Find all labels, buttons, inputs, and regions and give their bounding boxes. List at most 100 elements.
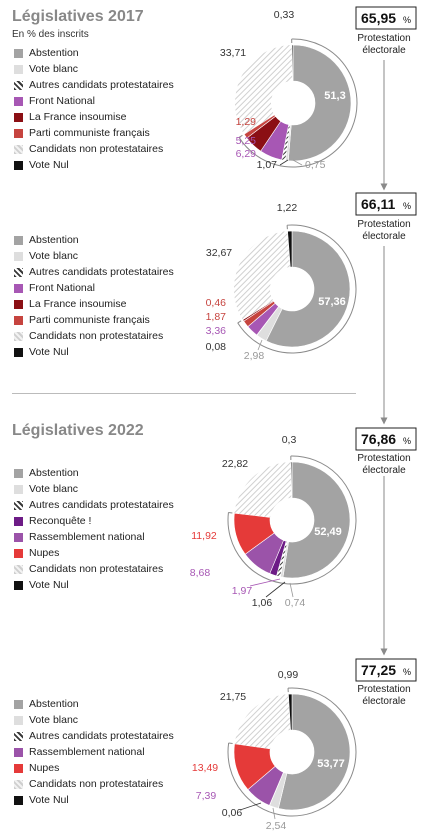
legend-label: Vote Nul (29, 346, 69, 358)
slice-value-label: 13,49 (192, 762, 218, 774)
section-subtitle-2017: En % des inscrits (12, 29, 89, 40)
total-box (355, 6, 417, 30)
slice-value-label: 22,82 (222, 458, 248, 470)
legend-label: Candidats non protestataires (29, 330, 164, 342)
legend-label: Abstention (29, 467, 79, 479)
legend-item: Nupes (14, 760, 174, 776)
legend-item: Autres candidats protestataires (14, 264, 174, 280)
legend-swatch (14, 112, 23, 122)
legend-item: Abstention (14, 696, 174, 712)
legend-swatch (14, 699, 23, 709)
legend-swatch (14, 128, 23, 138)
legend-label: Candidats non protestataires (29, 143, 164, 155)
legend-swatch (14, 235, 23, 245)
legend-swatch (14, 64, 23, 74)
legend-label: Rassemblement national (29, 531, 145, 543)
total-value: 77,25 (361, 662, 396, 678)
bracket-tick (238, 134, 243, 138)
total-caption: Protestation (357, 684, 410, 695)
total-caption: Protestation (357, 453, 410, 464)
section-title-2022: Législatives 2022 (12, 422, 144, 439)
total-box (355, 658, 417, 682)
slice-candidats-non-protestataires (234, 231, 291, 320)
legend-swatch (14, 80, 23, 90)
slice-value-label: 1,97 (232, 585, 253, 597)
legend-label: Abstention (29, 234, 79, 246)
legend-item: La France insoumise (14, 109, 174, 125)
total-value: 76,86 (361, 431, 396, 447)
slice-candidats-non-protestataires (235, 45, 293, 135)
legend-label: Nupes (29, 547, 60, 559)
legend-item: Front National (14, 280, 174, 296)
donut-hole (270, 498, 314, 542)
total-unit: % (403, 436, 411, 446)
legend-swatch (14, 548, 23, 558)
slice-value-label: 6,29 (236, 148, 257, 160)
legend-label: Abstention (29, 698, 79, 710)
slice-value-label: 2,98 (244, 350, 265, 362)
slice-value-label: 51,3 (324, 90, 345, 102)
legend-item: Reconquête ! (14, 513, 174, 529)
slice-value-label: 0,3 (282, 434, 297, 446)
legend-item: Vote Nul (14, 577, 174, 593)
total-value: 66,11 (361, 196, 395, 212)
donut-chart-1: 51,3 0,75 1,076,295,25 1,29 33,71 0,33 65,95 % P… (220, 6, 417, 171)
legend-label: Front National (29, 95, 95, 107)
legend-swatch (14, 779, 23, 789)
legend-swatch (14, 747, 23, 757)
slice-value-label: 57,36 (318, 296, 346, 308)
legend-swatch (14, 160, 23, 170)
legend-label: Vote blanc (29, 714, 79, 726)
legend-swatch (14, 299, 23, 309)
legend-swatch (14, 315, 23, 325)
legend-item: Abstention (14, 465, 174, 481)
label-leader-line (257, 339, 263, 351)
legend-item: Autres candidats protestataires (14, 77, 174, 93)
total-caption: Protestation (357, 219, 410, 230)
legend-chart-2: Abstention Vote blanc Autres candidats pro… (14, 232, 174, 360)
legend-swatch (14, 283, 23, 293)
label-leader-line (292, 159, 303, 166)
legend-item: Vote Nul (14, 344, 174, 360)
slice-value-label: 0,99 (278, 669, 299, 681)
legend-label: Vote Nul (29, 159, 69, 171)
legend-label: Candidats non protestataires (29, 778, 164, 790)
legend-label: Autres candidats protestataires (29, 266, 174, 278)
legend-swatch (14, 468, 23, 478)
legend-label: Autres candidats protestataires (29, 730, 174, 742)
slice-value-label: 0,74 (285, 597, 306, 609)
legend-label: Abstention (29, 47, 79, 59)
slice-value-label: 32,67 (206, 247, 232, 259)
legend-swatch (14, 347, 23, 357)
total-box (355, 427, 417, 451)
legend-swatch (14, 731, 23, 741)
legend-item: Abstention (14, 45, 174, 61)
bracket-tick (228, 742, 233, 745)
slice-abstention (265, 230, 351, 348)
slice-value-label: 21,75 (220, 691, 246, 703)
legend-label: Parti communiste français (29, 127, 150, 139)
slice-value-label: 1,29 (236, 116, 257, 128)
total-unit: % (403, 667, 411, 677)
slice-value-label: 7,39 (196, 790, 217, 802)
slice-value-label: 2,54 (266, 820, 287, 832)
total-caption: électorale (362, 45, 406, 56)
legend-label: La France insoumise (29, 111, 127, 123)
slice-candidats-non-protestataires (234, 694, 291, 749)
legend-swatch (14, 715, 23, 725)
label-leader-line (289, 582, 294, 598)
legend-label: Rassemblement national (29, 746, 145, 758)
legend-item: Vote blanc (14, 61, 174, 77)
legend-item: La France insoumise (14, 296, 174, 312)
legend-swatch (14, 580, 23, 590)
label-leader-line (279, 159, 289, 166)
legend-swatch (14, 144, 23, 154)
bracket-tick (237, 320, 242, 324)
label-leader-line (272, 807, 276, 820)
donut-chart-4: 53,77 2,54 0,06 7,39 13,49 21,75 0,99 77,25 % Pro… (192, 658, 417, 832)
legend-label: Reconquête ! (29, 515, 92, 527)
slice-value-label: 52,49 (314, 526, 342, 538)
total-caption: électorale (362, 696, 406, 707)
legend-item: Autres candidats protestataires (14, 728, 174, 744)
legend-swatch (14, 532, 23, 542)
